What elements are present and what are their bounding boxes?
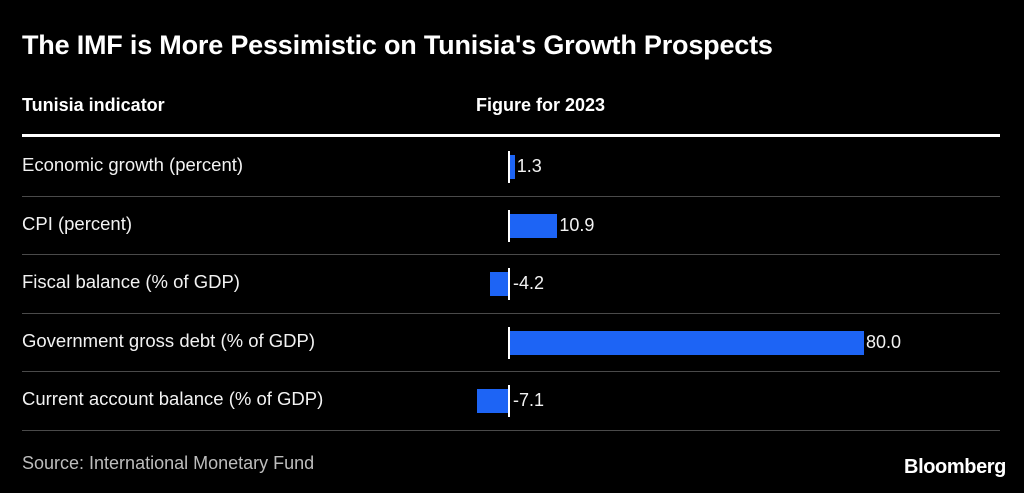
column-header-indicator: Tunisia indicator: [22, 95, 165, 115]
header-divider: [22, 134, 1000, 137]
bar-fiscal-balance: [490, 272, 509, 297]
bar-cpi: [509, 213, 558, 238]
bar-economic-growth: [509, 155, 515, 180]
row-divider: [22, 371, 1000, 372]
value-label-fiscal-balance: -4.2: [513, 273, 545, 294]
value-label-cpi: 10.9: [559, 214, 595, 235]
zero-line-government-gross-debt: [508, 326, 510, 359]
zero-line-current-account-balance: [508, 385, 510, 418]
source-note: Source: International Monetary Fund: [22, 453, 315, 473]
row-label-government-gross-debt: Government gross debt (% of GDP): [22, 329, 316, 351]
zero-line-economic-growth: [508, 151, 510, 184]
row-divider: [22, 313, 1000, 314]
bloomberg-logo: Bloomberg: [904, 456, 1006, 478]
bar-current-account-balance: [477, 389, 509, 414]
row-label-economic-growth: Economic growth (percent): [22, 154, 244, 176]
zero-line-cpi: [508, 209, 510, 242]
value-label-current-account-balance: -7.1: [513, 390, 545, 411]
column-header-figure: Figure for 2023: [476, 95, 606, 115]
row-divider: [22, 196, 1000, 197]
row-divider: [22, 430, 1000, 431]
value-label-government-gross-debt: 80.0: [866, 331, 902, 352]
row-label-cpi: CPI (percent): [22, 212, 133, 234]
value-label-economic-growth: 1.3: [516, 156, 542, 177]
zero-line-fiscal-balance: [508, 268, 510, 301]
bar-government-gross-debt: [509, 330, 864, 355]
row-label-current-account-balance: Current account balance (% of GDP): [22, 388, 324, 410]
chart-title: The IMF is More Pessimistic on Tunisia's…: [22, 30, 773, 60]
row-divider: [22, 254, 1000, 255]
row-label-fiscal-balance: Fiscal balance (% of GDP): [22, 271, 240, 293]
